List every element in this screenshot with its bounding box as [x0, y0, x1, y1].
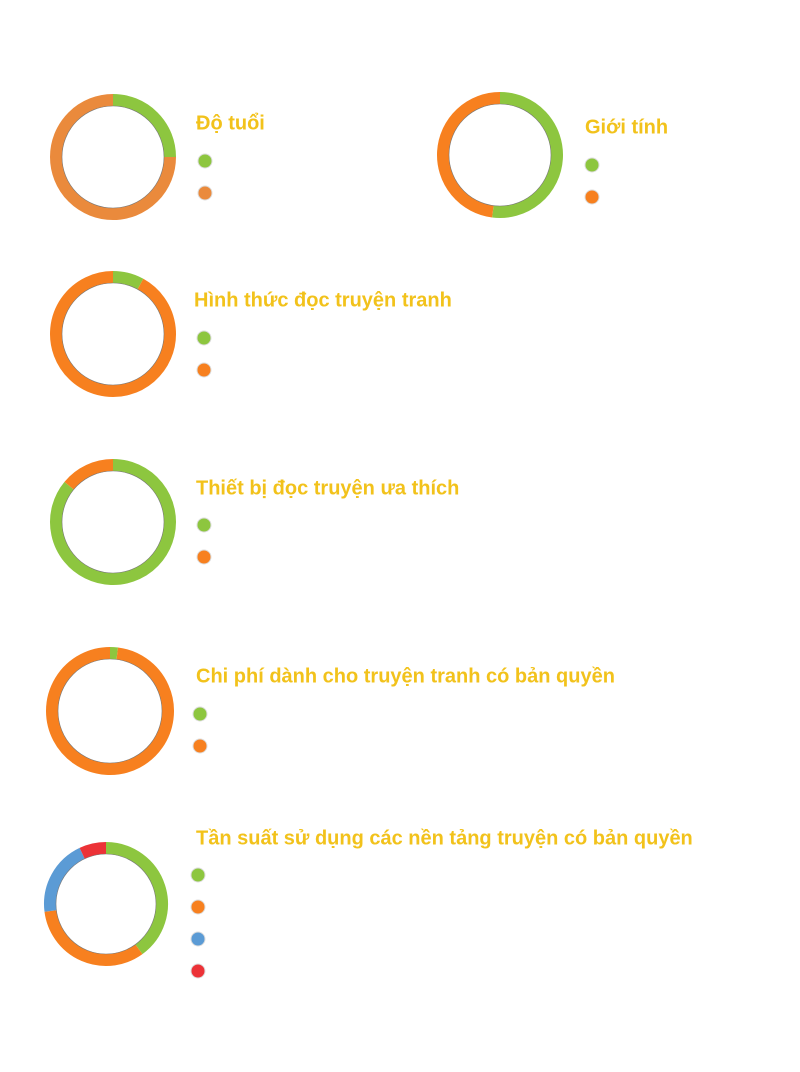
chart-title: Độ tuổi: [196, 112, 265, 134]
legend-swatch: [190, 899, 206, 915]
legend-swatch: [584, 189, 600, 205]
chart-title: Thiết bị đọc truyện ưa thích: [196, 477, 459, 499]
donut-segment: [112, 94, 176, 158]
donut-segment: [105, 842, 168, 955]
legend-swatch: [190, 963, 206, 979]
donut-segment: [112, 271, 144, 290]
donut-segment: [44, 910, 143, 966]
legend-swatch: [197, 185, 213, 201]
donut-segment: [64, 459, 114, 490]
donut-inner-edge: [55, 853, 157, 955]
donut-segment: [79, 842, 107, 859]
donut-inner-edge: [57, 658, 163, 764]
legend-swatch: [192, 738, 208, 754]
donut-segment: [50, 94, 176, 220]
legend-swatch: [584, 157, 600, 173]
donut-inner-edge: [61, 470, 165, 574]
legend-swatch: [190, 867, 206, 883]
chart-title: Hình thức đọc truyện tranh: [194, 289, 452, 311]
donut-segment: [50, 271, 176, 397]
donut-segment: [44, 847, 85, 912]
legend-swatch: [196, 362, 212, 378]
chart-title: Chi phí dành cho truyện tranh có bản quy…: [196, 665, 615, 687]
legend-swatch: [192, 706, 208, 722]
legend-swatch: [196, 549, 212, 565]
chart-title: Tần suất sử dụng các nền tảng truyện có …: [196, 827, 693, 849]
donut-inner-edge: [448, 103, 552, 207]
donut-segment: [437, 92, 501, 218]
legend-swatch: [196, 517, 212, 533]
legend-swatch: [190, 931, 206, 947]
donut-segment: [50, 459, 176, 585]
donut-segment: [46, 647, 174, 775]
donut-inner-edge: [61, 282, 165, 386]
donut-inner-edge: [61, 105, 165, 209]
legend-swatch: [197, 153, 213, 169]
chart-title: Giới tính: [585, 116, 668, 138]
donut-segment: [492, 92, 563, 218]
legend-swatch: [196, 330, 212, 346]
